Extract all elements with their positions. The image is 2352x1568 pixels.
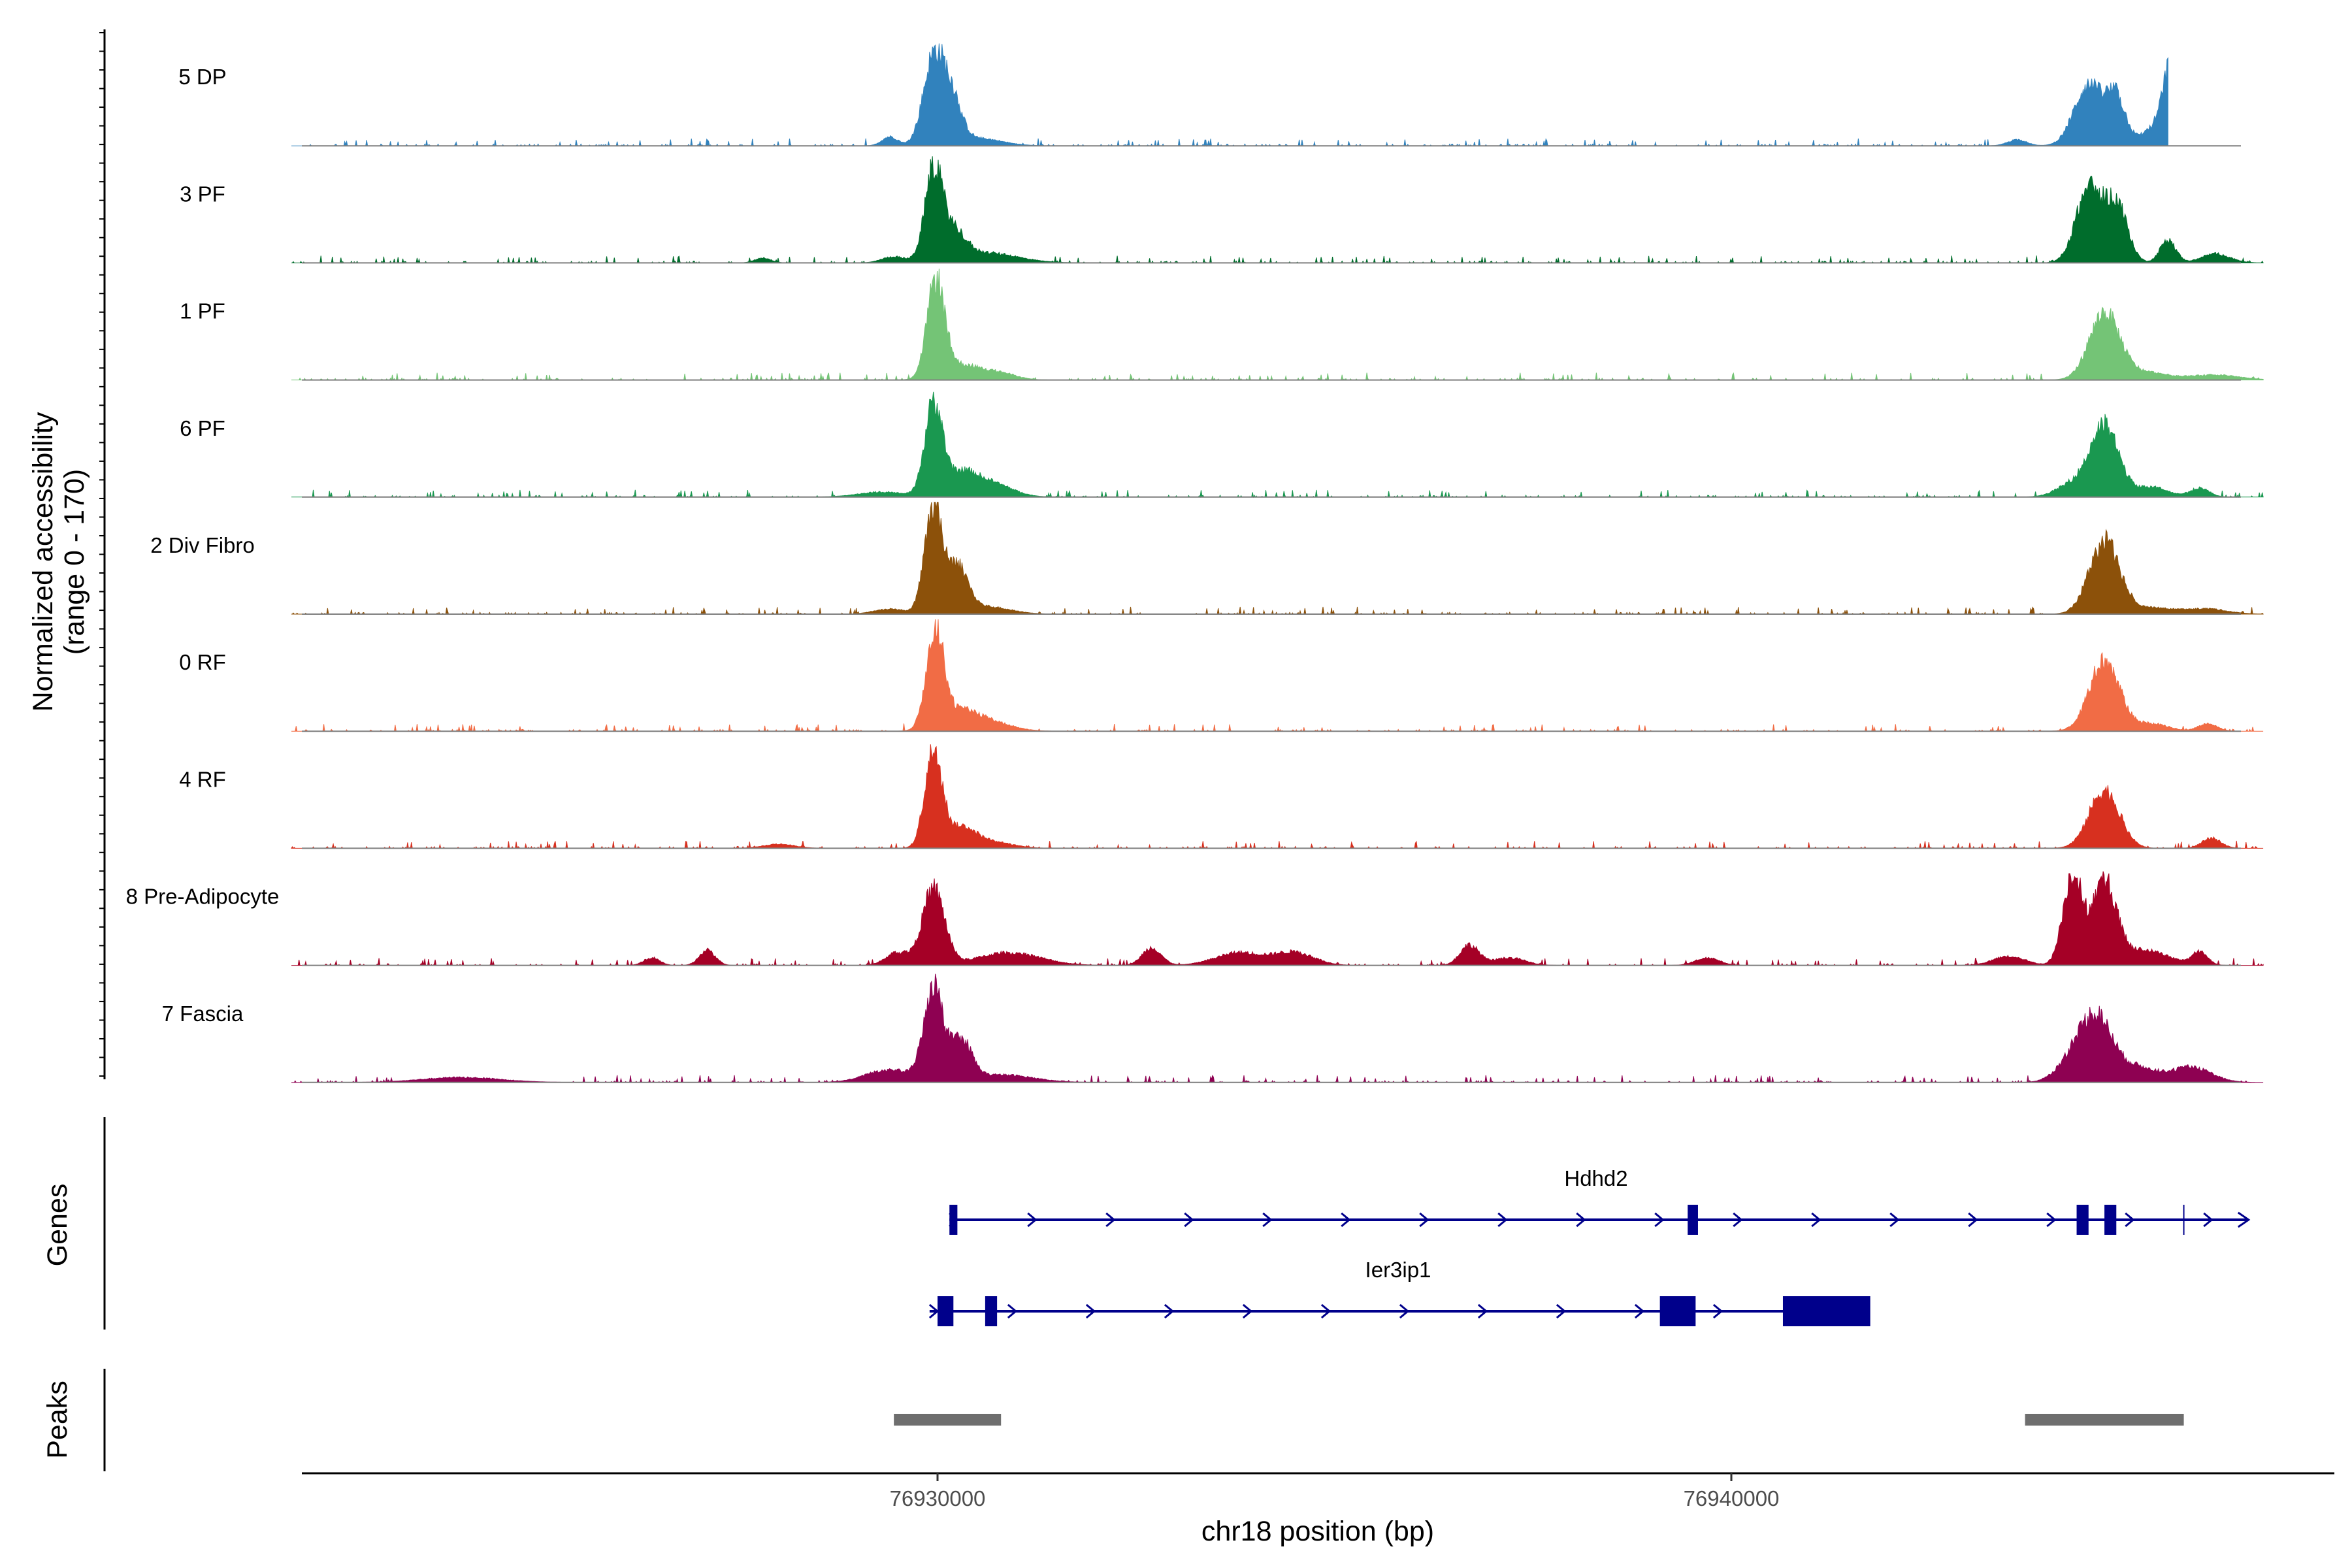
track-4-rf: 4 RF [179,744,2264,849]
strand-arrow [1811,1212,1821,1228]
strand-arrow [1262,1212,1273,1228]
y-axis-title-line1: Normalized accessibility [27,412,59,711]
strand-arrow [2125,1212,2135,1228]
strand-arrow [2203,1212,2213,1228]
strand-arrow [1712,1303,1723,1319]
track-label: 8 Pre-Adipocyte [126,885,280,909]
strand-arrow [1733,1212,1743,1228]
peak-region [2025,1414,2184,1426]
strand-arrow [1968,1212,1978,1228]
strand-arrow [2046,1212,2057,1228]
track-label: 3 PF [180,182,225,206]
track-8-pre-adipocyte: 8 Pre-Adipocyte [126,871,2264,967]
strand-arrow [1007,1303,1018,1319]
track-label: 1 PF [180,299,225,323]
exon [949,1205,958,1235]
exon [2076,1205,2089,1235]
peak-regions [894,1414,2184,1426]
strand-arrow [2237,1211,2251,1228]
y-axis-title-line2: (range 0 - 170) [59,469,90,655]
gene-ier3ip1: Ier3ip1 [928,1258,1870,1326]
x-axis-title: chr18 position (bp) [1201,1516,1434,1547]
peaks-track-label: Peaks [42,1380,73,1459]
gene-annotations: Hdhd2 Ier3ip1 [928,1166,2251,1326]
track-5-dp: 5 DP [178,43,2241,147]
track-0-rf: 0 RF [179,619,2264,732]
exon [2104,1205,2117,1235]
track-label: 7 Fascia [162,1002,244,1026]
track-3-pf: 3 PF [180,156,2264,264]
exon [938,1296,954,1326]
strand-arrow [1497,1212,1508,1228]
x-tick-label: 76930000 [890,1486,986,1511]
strand-arrow [1164,1303,1175,1319]
gene-label: Ier3ip1 [1365,1258,1431,1282]
track-7-fascia: 7 Fascia [162,973,2264,1084]
track-label: 4 RF [179,767,226,791]
strand-arrow [1654,1212,1665,1228]
track-label: 6 PF [180,416,225,440]
strand-arrow [1027,1212,1037,1228]
gene-hdhd2: Hdhd2 [949,1166,2251,1235]
x-axis-ticks: 76930000 76940000 [890,1473,1780,1511]
track-2-div-fibro: 2 Div Fibro [150,502,2264,615]
strand-arrow [1419,1212,1429,1228]
track-1-pf: 1 PF [180,269,2264,382]
strand-arrow [1184,1212,1194,1228]
strand-arrow [1556,1303,1567,1319]
genes-track-label: Genes [42,1184,73,1267]
strand-arrow [1242,1303,1253,1319]
strand-arrow [1477,1303,1488,1319]
exon [1659,1296,1696,1326]
track-label: 5 DP [178,65,226,89]
x-tick-label: 76940000 [1684,1486,1780,1511]
exon [1782,1296,1870,1326]
strand-arrow [1085,1303,1096,1319]
strand-arrow [1399,1303,1410,1319]
exon [1688,1205,1698,1235]
exon [985,1296,998,1326]
track-6-pf: 6 PF [180,391,2264,498]
strand-arrow [1320,1303,1331,1319]
strand-arrow [1341,1212,1351,1228]
strand-arrow [928,1303,939,1319]
track-label: 2 Div Fibro [150,533,255,557]
strand-arrow [1105,1212,1116,1228]
track-label: 0 RF [179,650,226,674]
peak-region [894,1414,1002,1426]
gene-label: Hdhd2 [1564,1166,1627,1190]
y-axis [99,29,106,1079]
strand-arrow [1576,1212,1586,1228]
coverage-tracks: 5 DP 3 PF 1 PF 6 PF 2 Div Fibro 0 RF 4 RF 8 Pre… [126,43,2264,1084]
strand-arrow [1889,1212,1900,1228]
strand-arrow [1634,1303,1645,1319]
